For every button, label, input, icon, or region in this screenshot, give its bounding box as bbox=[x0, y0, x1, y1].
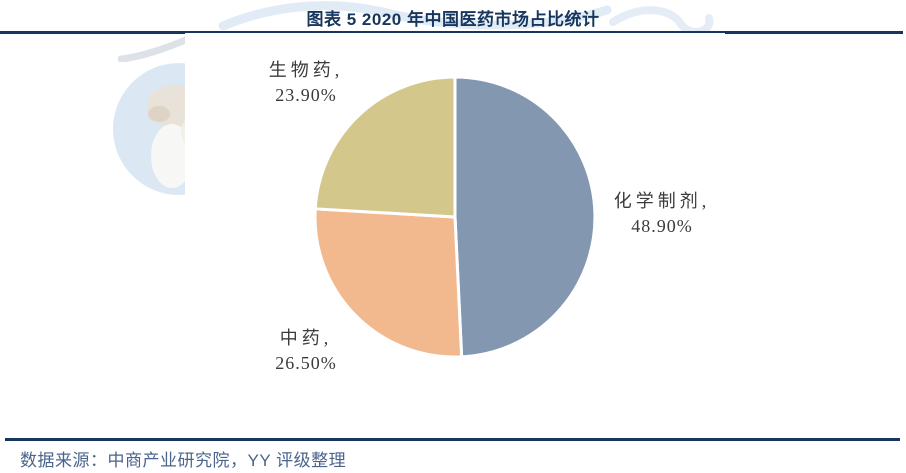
pie-label-biologics: 生物药, 23.90% bbox=[221, 58, 391, 108]
pie-label-biologics-name: 生物药, bbox=[268, 60, 344, 80]
pie-label-chemical-preparations: 化学制剂, 48.90% bbox=[577, 189, 747, 239]
pie-slice-0 bbox=[453, 75, 597, 359]
pie-label-traditional-chinese-medicine-value: 26.50% bbox=[275, 353, 337, 373]
pie-label-chemical-preparations-value: 48.90% bbox=[631, 216, 693, 236]
data-source-note: 数据来源：中商产业研究院，YY 评级整理 bbox=[20, 451, 347, 470]
pie-slice-1 bbox=[313, 207, 464, 359]
brand-watermark-swoosh bbox=[218, 1, 714, 32]
watermark-swoosh-fragment bbox=[118, 36, 193, 62]
pie-label-biologics-value: 23.90% bbox=[275, 85, 337, 105]
pie-label-traditional-chinese-medicine: 中药, 26.50% bbox=[221, 326, 391, 376]
pie-slice-2 bbox=[313, 75, 457, 219]
pie-label-chemical-preparations-name: 化学制剂, bbox=[613, 191, 711, 211]
figure-title: 图表 5 2020 年中国医药市场占比统计 bbox=[306, 10, 600, 29]
pie-label-traditional-chinese-medicine-name: 中药, bbox=[279, 328, 333, 348]
pie-chart bbox=[313, 75, 597, 359]
footer-divider-rule bbox=[5, 438, 900, 441]
title-divider-rule bbox=[0, 31, 903, 34]
